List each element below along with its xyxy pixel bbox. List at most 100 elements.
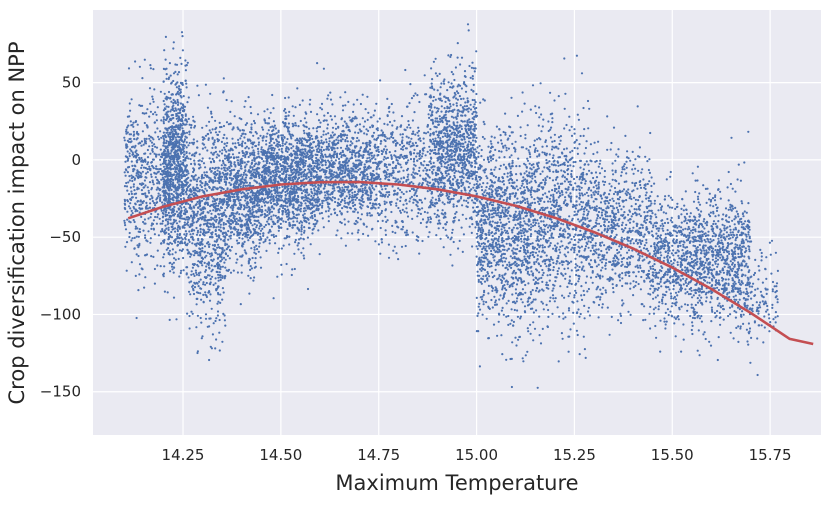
scatter-point: [164, 161, 167, 164]
scatter-point: [313, 194, 316, 197]
scatter-point: [148, 165, 151, 168]
scatter-point: [188, 216, 191, 220]
scatter-point: [211, 231, 214, 234]
scatter-point: [320, 152, 323, 155]
scatter-point: [287, 122, 290, 125]
scatter-point: [284, 185, 287, 188]
scatter-point: [138, 273, 141, 276]
scatter-point: [139, 142, 142, 145]
scatter-point: [197, 242, 200, 245]
scatter-point: [222, 221, 225, 225]
scatter-point: [128, 193, 131, 196]
scatter-point: [214, 146, 217, 149]
scatter-point: [126, 199, 129, 202]
scatter-point: [154, 145, 157, 148]
scatter-point: [265, 143, 268, 146]
scatter-point: [272, 152, 275, 155]
scatter-point: [349, 144, 352, 147]
scatter-point: [247, 205, 250, 208]
scatter-point: [242, 181, 245, 184]
scatter-point: [147, 230, 150, 233]
scatter-point: [263, 119, 266, 122]
scatter-point: [184, 64, 187, 67]
scatter-point: [250, 123, 253, 126]
scatter-point: [241, 129, 244, 132]
scatter-point: [253, 266, 256, 269]
scatter-point: [251, 208, 254, 211]
scatter-point: [316, 153, 319, 157]
scatter-point: [300, 152, 303, 155]
scatter-point: [275, 138, 278, 141]
scatter-point: [203, 231, 206, 234]
scatter-point: [185, 234, 188, 237]
scatter-point: [175, 197, 179, 200]
scatter-point: [182, 193, 185, 196]
scatter-point: [310, 206, 313, 209]
scatter-point: [185, 146, 188, 149]
scatter-point: [310, 150, 313, 153]
scatter-point: [361, 142, 365, 145]
scatter-point: [181, 82, 184, 85]
scatter-point: [308, 169, 311, 172]
scatter-point: [178, 275, 181, 278]
scatter-point: [348, 193, 351, 196]
scatter-point: [162, 116, 165, 119]
scatter-point: [218, 181, 221, 185]
scatter-point: [204, 216, 207, 219]
scatter-point: [159, 230, 163, 233]
scatter-point: [189, 255, 192, 258]
scatter-point: [224, 209, 227, 212]
scatter-point: [241, 245, 244, 248]
scatter-point: [348, 116, 351, 119]
scatter-point: [201, 247, 204, 250]
scatter-point: [207, 132, 210, 136]
scatter-point: [195, 233, 199, 236]
scatter-point: [205, 189, 208, 192]
scatter-point: [264, 121, 267, 124]
scatter-point: [162, 170, 166, 173]
scatter-point: [187, 96, 190, 99]
scatter-point: [210, 204, 213, 207]
scatter-point: [168, 318, 171, 321]
scatter-point: [288, 217, 291, 220]
scatter-point: [180, 269, 183, 272]
scatter-point: [140, 175, 143, 178]
scatter-point: [288, 243, 291, 246]
scatter-point: [270, 198, 273, 201]
scatter-point: [146, 126, 149, 129]
scatter-point: [265, 139, 268, 142]
scatter-point: [359, 102, 362, 106]
scatter-point: [173, 153, 176, 156]
scatter-point: [143, 58, 146, 61]
scatter-point: [138, 182, 142, 185]
scatter-point: [215, 126, 218, 129]
scatter-point: [170, 108, 173, 111]
scatter-point: [198, 234, 202, 237]
scatter-point: [301, 179, 304, 182]
scatter-point: [259, 134, 262, 137]
scatter-point: [236, 174, 239, 178]
scatter-point: [208, 317, 211, 320]
scatter-point: [189, 293, 192, 296]
scatter-point: [124, 174, 127, 177]
scatter-point: [143, 179, 146, 182]
scatter-point: [247, 160, 250, 163]
scatter-point: [270, 215, 273, 218]
scatter-point: [181, 238, 184, 241]
scatter-point: [280, 247, 283, 250]
scatter-point: [216, 238, 219, 241]
scatter-point: [257, 163, 260, 166]
scatter-point: [236, 271, 239, 274]
scatter-point: [144, 184, 147, 187]
scatter-point: [211, 200, 214, 203]
scatter-point: [242, 154, 245, 157]
scatter-point: [181, 109, 184, 112]
scatter-point: [217, 213, 220, 216]
scatter-point: [152, 183, 155, 186]
scatter-point: [269, 138, 272, 141]
scatter-point: [174, 83, 177, 86]
scatter-point: [138, 65, 141, 68]
scatter-point: [296, 165, 299, 169]
scatter-point: [179, 119, 182, 122]
scatter-point: [253, 141, 256, 144]
